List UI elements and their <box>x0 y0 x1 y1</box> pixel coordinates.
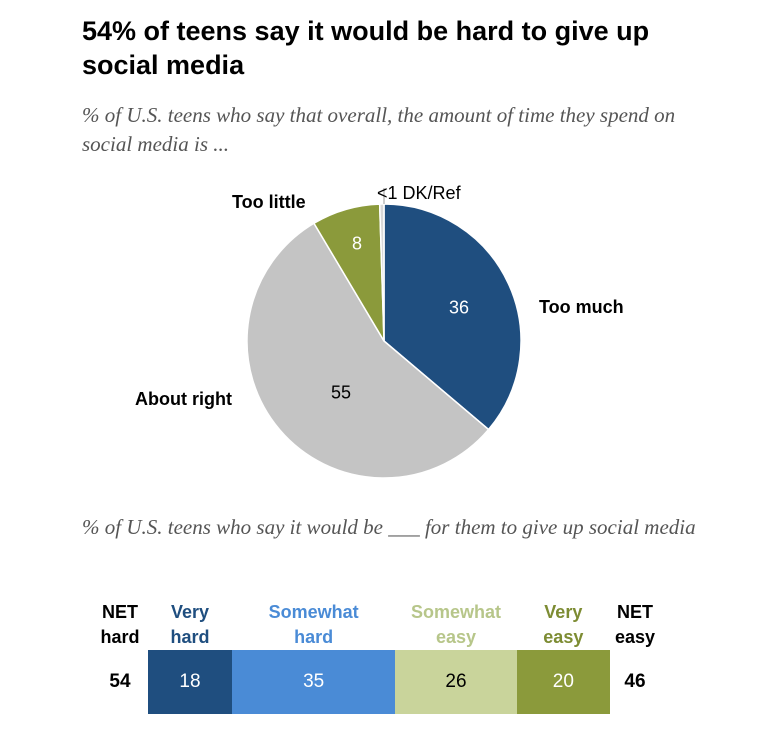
pie-label-dk-ref: <1 DK/Ref <box>377 183 461 204</box>
chart-title: 54% of teens say it would be hard to giv… <box>82 16 650 80</box>
net-easy-value: 46 <box>624 671 646 692</box>
pie-value-dk-ref: <1 <box>377 183 398 203</box>
pie-subtitle: % of U.S. teens who say that overall, th… <box>82 103 676 156</box>
pie-label-about-right: About right <box>135 389 232 409</box>
bar-subtitle: % of U.S. teens who say it would be ___ … <box>82 515 696 539</box>
pie-label-too-little: Too little <box>232 192 306 212</box>
pie-value-too-much: 36 <box>448 297 470 318</box>
pie-label-dk-ref-text: DK/Ref <box>402 183 461 203</box>
pie-value-about-right: 55 <box>330 382 352 403</box>
bar-segment-very-hard: 18 <box>148 650 232 714</box>
pie-slice-about-right <box>246 222 490 479</box>
net-hard-header: NET hard <box>100 602 140 647</box>
bar-segment-very-easy: 20 <box>516 650 610 714</box>
bar-header-very-hard: Very hard <box>170 602 210 647</box>
pie-slice-too-much <box>383 203 522 431</box>
bar-header-somewhat-hard: Somewhat hard <box>268 602 359 647</box>
bar-header-somewhat-easy: Somewhat easy <box>410 602 501 647</box>
net-hard-value: 54 <box>109 671 131 692</box>
net-easy-header: NET easy <box>614 602 656 647</box>
pie-label-too-much: Too much <box>539 297 624 317</box>
bar-segment-somewhat-hard: 35 <box>232 650 396 714</box>
bar-header-very-easy: Very easy <box>543 602 584 647</box>
bar-segment-somewhat-easy: 26 <box>395 650 517 714</box>
pie-value-too-little: 8 <box>351 233 363 254</box>
